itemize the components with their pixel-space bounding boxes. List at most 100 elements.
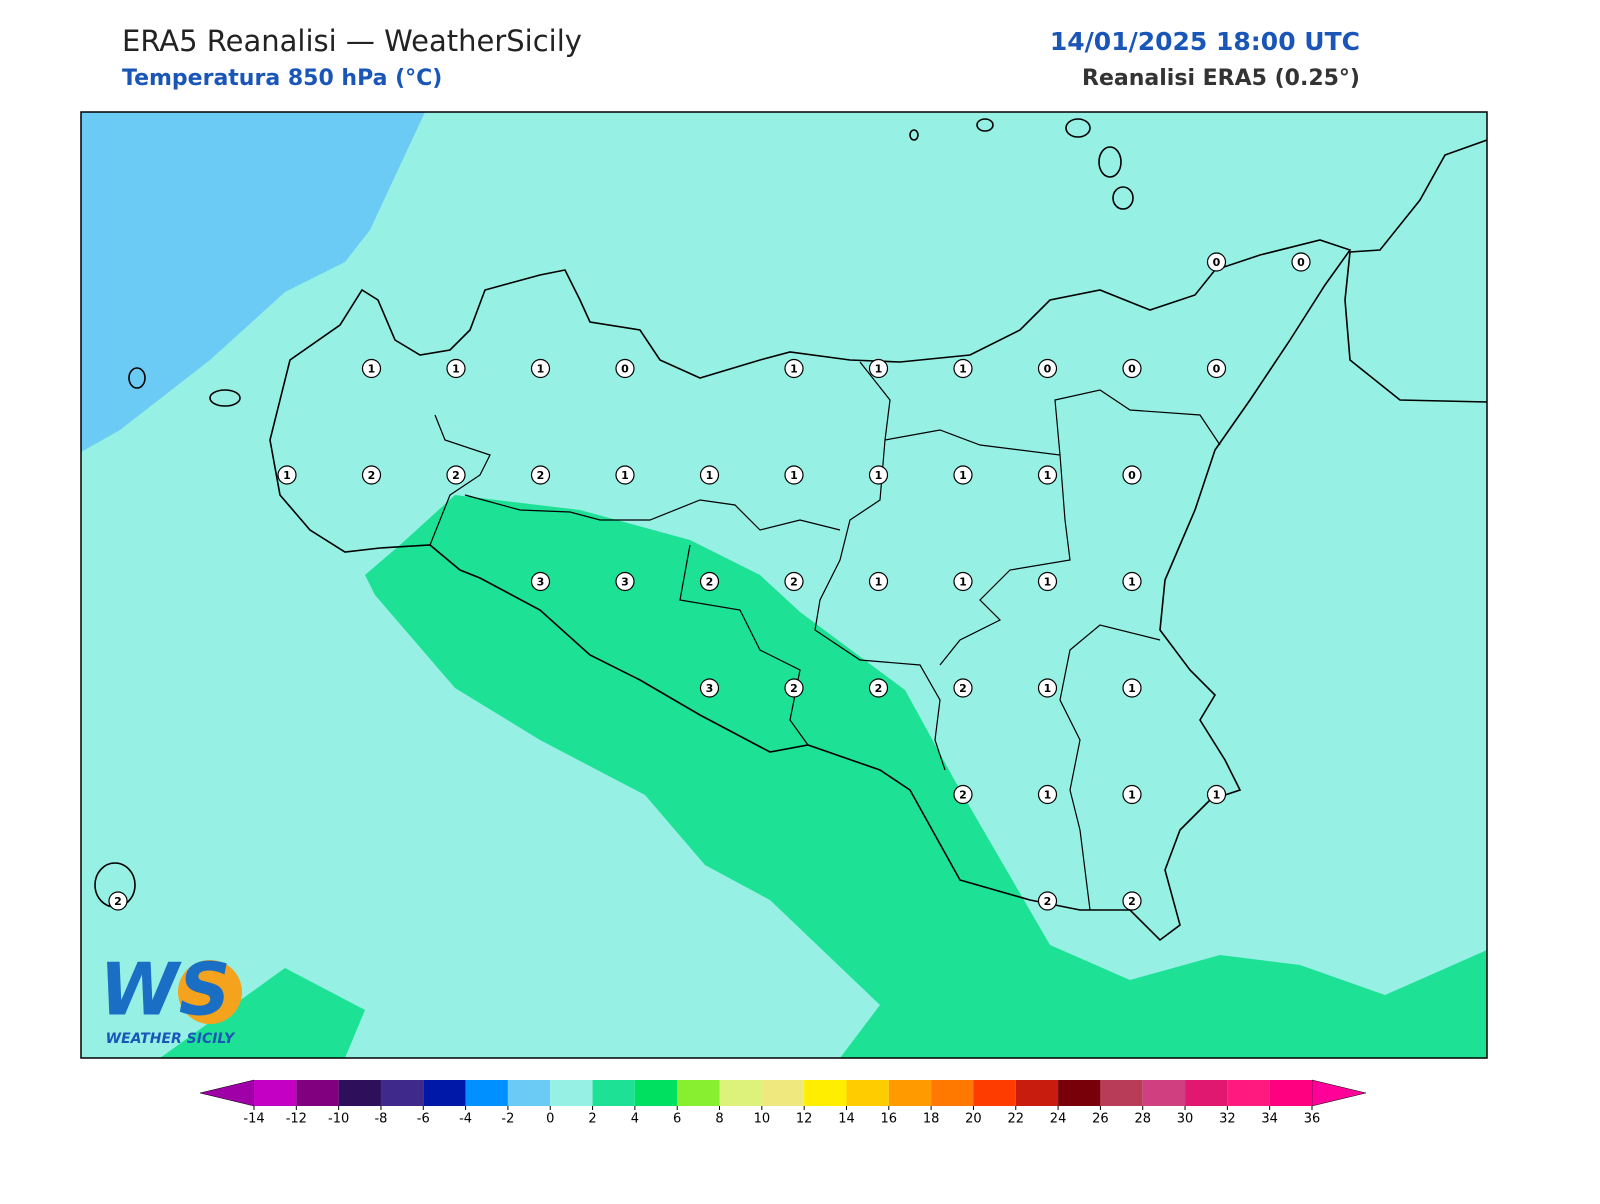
station-marker bbox=[1206, 784, 1227, 805]
station-layer: 0 0 1 1 1 0 1 1 1 0 0 0 1 2 2 2 1 1 1 1 1 1 0 3 3 2 2 1 1 1 1 3 2 2 2 1 1 2 1 1… bbox=[108, 252, 1311, 911]
station-marker bbox=[108, 891, 128, 911]
station-value: 2 bbox=[1128, 895, 1136, 908]
station-value: 2 bbox=[1044, 895, 1052, 908]
station-marker bbox=[530, 571, 551, 592]
colorbar-segment bbox=[507, 1080, 551, 1106]
colorbar-tick-label: 26 bbox=[1092, 1112, 1109, 1127]
source: Reanalisi ERA5 (0.25°) bbox=[1082, 66, 1360, 91]
province-border bbox=[1054, 389, 1221, 456]
colorbar-tick-label: 6 bbox=[673, 1112, 681, 1127]
province-border bbox=[429, 414, 491, 546]
colorbar-segment bbox=[931, 1080, 974, 1106]
colorbar-tick-label: 22 bbox=[1007, 1112, 1024, 1127]
colorbar-under bbox=[199, 1079, 255, 1107]
colorbar-tick-label: 0 bbox=[546, 1112, 554, 1127]
colorbar-segment bbox=[1100, 1080, 1143, 1106]
colorbar-tick-label: 24 bbox=[1050, 1112, 1067, 1127]
station-value: 1 bbox=[368, 363, 376, 376]
calabria-coast bbox=[1344, 139, 1487, 403]
station-marker bbox=[868, 358, 889, 379]
station-marker bbox=[1122, 358, 1142, 379]
station-marker bbox=[361, 465, 382, 485]
colorbar-tick-label: 20 bbox=[965, 1112, 982, 1127]
colorbar: -14 -12 -10 -8 -6 -4 -2 0 2 4 6 8 10 12 14 16 18 20 22 24 26… bbox=[199, 1079, 1367, 1127]
station-marker bbox=[446, 358, 466, 379]
station-value: 1 bbox=[875, 363, 883, 376]
province-border bbox=[464, 494, 841, 531]
colorbar-tick-label: 16 bbox=[881, 1112, 898, 1127]
station-value: 1 bbox=[1044, 469, 1052, 482]
station-marker bbox=[1037, 891, 1058, 911]
station-marker bbox=[953, 571, 973, 592]
colorbar-tick-label: 10 bbox=[754, 1112, 771, 1127]
station-value: 2 bbox=[959, 682, 967, 695]
station-value: 2 bbox=[452, 469, 460, 482]
station-marker bbox=[1037, 358, 1058, 379]
warm-region bbox=[160, 968, 365, 1058]
colorbar-tick-label: 2 bbox=[588, 1112, 596, 1127]
station-value: 1 bbox=[1044, 789, 1052, 802]
colorbar-segment bbox=[254, 1080, 297, 1106]
station-value: 1 bbox=[1044, 576, 1052, 589]
station-marker bbox=[953, 465, 973, 485]
station-value: 1 bbox=[790, 363, 798, 376]
title: ERA5 Reanalisi — WeatherSicily bbox=[122, 24, 582, 58]
colorbar-segment bbox=[296, 1080, 339, 1106]
datetime: 14/01/2025 18:00 UTC bbox=[1050, 27, 1360, 56]
station-marker bbox=[530, 465, 551, 485]
station-value: 0 bbox=[1213, 256, 1221, 269]
station-value: 2 bbox=[368, 469, 376, 482]
colorbar-tick-label: 4 bbox=[631, 1112, 639, 1127]
station-value: 3 bbox=[706, 682, 714, 695]
colorbar-segment bbox=[465, 1080, 508, 1106]
station-marker bbox=[1037, 571, 1058, 592]
station-marker bbox=[953, 678, 973, 698]
station-value: 1 bbox=[1128, 789, 1136, 802]
station-value: 0 bbox=[1213, 363, 1221, 376]
coastlines bbox=[94, 118, 1487, 942]
station-value: 2 bbox=[114, 895, 122, 908]
station-marker bbox=[530, 358, 551, 379]
station-value: 3 bbox=[537, 576, 545, 589]
island bbox=[209, 389, 241, 407]
colorbar-segment bbox=[1227, 1080, 1270, 1106]
island bbox=[1065, 118, 1091, 138]
colorbar-segment bbox=[338, 1080, 381, 1106]
colorbar-segment bbox=[380, 1080, 424, 1106]
colorbar-tick-label: -6 bbox=[417, 1112, 430, 1127]
sicily-coast bbox=[269, 239, 1352, 942]
province-border bbox=[884, 429, 1071, 666]
station-marker bbox=[1291, 252, 1311, 272]
colorbar-segment bbox=[592, 1080, 635, 1106]
colorbar-tick-label: 18 bbox=[923, 1112, 940, 1127]
station-marker bbox=[1122, 784, 1142, 805]
colorbar-tick-label: -2 bbox=[501, 1112, 514, 1127]
colorbar-segment bbox=[888, 1080, 932, 1106]
colorbar-segment bbox=[973, 1080, 1016, 1106]
station-marker bbox=[1122, 678, 1142, 698]
station-value: 1 bbox=[1128, 576, 1136, 589]
station-value: 2 bbox=[790, 682, 798, 695]
colorbar-segment bbox=[423, 1080, 466, 1106]
warm-region bbox=[365, 495, 1487, 1058]
station-marker bbox=[784, 571, 804, 592]
province-border bbox=[679, 544, 809, 746]
station-value: 1 bbox=[452, 363, 460, 376]
colorbar-segment bbox=[1058, 1080, 1101, 1106]
colorbar-tick-label: 28 bbox=[1134, 1112, 1151, 1127]
station-value: 1 bbox=[1128, 682, 1136, 695]
station-marker bbox=[953, 784, 973, 805]
station-marker bbox=[784, 465, 804, 485]
station-marker bbox=[1122, 571, 1142, 592]
province-border bbox=[1059, 624, 1161, 911]
station-value: 1 bbox=[537, 363, 545, 376]
station-marker bbox=[699, 571, 720, 592]
logo-mark: WS bbox=[99, 948, 230, 1032]
colorbar-segment bbox=[719, 1080, 762, 1106]
colorbar-segment bbox=[804, 1080, 847, 1106]
logo: WS WEATHER SICILY bbox=[99, 948, 242, 1047]
colorbar-tick-label: -8 bbox=[374, 1112, 387, 1127]
colorbar-segment bbox=[677, 1080, 720, 1106]
colorbar-tick-label: 30 bbox=[1177, 1112, 1194, 1127]
